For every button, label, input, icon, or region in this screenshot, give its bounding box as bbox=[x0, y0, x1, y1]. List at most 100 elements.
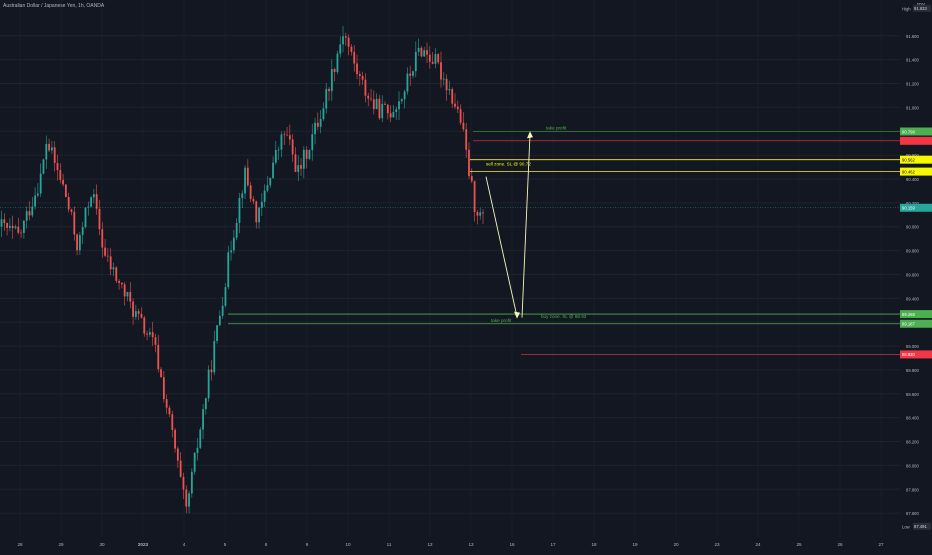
candle-body bbox=[246, 167, 249, 186]
grid bbox=[0, 35, 900, 514]
candle-body bbox=[238, 198, 241, 223]
candle-body bbox=[286, 134, 288, 136]
candle-body bbox=[305, 149, 308, 159]
candle-body bbox=[316, 122, 319, 127]
candle-body bbox=[28, 211, 31, 216]
candle-body bbox=[241, 193, 244, 199]
candle-body bbox=[84, 207, 87, 228]
candle-body bbox=[62, 179, 64, 185]
candle-body bbox=[232, 237, 235, 251]
candle-body bbox=[367, 95, 370, 99]
candle-body bbox=[403, 91, 406, 100]
candle-body bbox=[330, 69, 333, 92]
candle-body bbox=[428, 54, 431, 62]
candle-body bbox=[353, 51, 356, 64]
candle-body bbox=[325, 88, 328, 109]
candle-body bbox=[398, 101, 400, 110]
candle-body bbox=[417, 47, 420, 52]
candle-body bbox=[311, 134, 314, 150]
candle-body bbox=[81, 227, 84, 235]
candle-body bbox=[434, 54, 437, 64]
time-tick-label: 18 bbox=[591, 542, 597, 547]
candle-body bbox=[218, 315, 221, 326]
projection-up-arrowhead bbox=[527, 131, 533, 139]
time-tick-label: 16 bbox=[509, 542, 515, 547]
candle-body bbox=[420, 47, 423, 57]
price-tick-label: 89.600 bbox=[906, 272, 919, 277]
candle-body bbox=[358, 73, 361, 76]
candle-body bbox=[48, 143, 50, 151]
price-tick-label: 88.600 bbox=[906, 392, 919, 397]
candle-body bbox=[216, 325, 218, 342]
candle-body bbox=[31, 206, 34, 216]
price-tick-label: 90.400 bbox=[906, 177, 919, 182]
price-tick-label: 90.600 bbox=[906, 153, 919, 158]
candle-body bbox=[448, 89, 451, 91]
candle-body bbox=[244, 167, 246, 194]
level-box-sell-zone-top bbox=[900, 155, 932, 164]
candle-body bbox=[106, 255, 109, 257]
candle-body bbox=[36, 193, 39, 196]
current-price-label: 90.159 bbox=[902, 206, 915, 211]
candle-body bbox=[50, 147, 53, 151]
candle-body bbox=[104, 247, 106, 256]
candle-body bbox=[269, 177, 272, 186]
candle-body bbox=[73, 211, 76, 235]
high-label: High bbox=[902, 6, 911, 11]
time-tick-label: 27 bbox=[878, 542, 884, 547]
candle-body bbox=[451, 89, 454, 104]
candle-body bbox=[64, 184, 67, 197]
candle-body bbox=[277, 149, 280, 151]
projection-down-arrowhead bbox=[514, 311, 520, 319]
candle-body bbox=[20, 232, 22, 234]
level-text-buy-zone-bottom: take profit bbox=[491, 318, 512, 323]
candle-body bbox=[252, 199, 255, 202]
candle-body bbox=[126, 292, 129, 297]
candlestick-chart[interactable]: take profit sell zone. SL @ 90.72 buy zone… bbox=[0, 0, 900, 537]
candle-body bbox=[78, 234, 81, 251]
candle-body bbox=[199, 429, 202, 448]
candle-body bbox=[224, 287, 227, 306]
time-tick-label: 24 bbox=[755, 542, 761, 547]
candle-body bbox=[361, 75, 364, 80]
candle-body bbox=[370, 98, 372, 100]
candle-body bbox=[431, 61, 434, 64]
levels: take profit sell zone. SL @ 90.72 buy zone… bbox=[0, 126, 900, 355]
candle-body bbox=[344, 36, 347, 38]
candle-body bbox=[392, 112, 395, 118]
candle-body bbox=[25, 211, 28, 221]
candle-body bbox=[456, 106, 459, 110]
price-tick-label: 87.800 bbox=[906, 487, 919, 492]
projection-up-line bbox=[521, 134, 531, 318]
candle-body bbox=[322, 108, 325, 120]
candle-body bbox=[479, 212, 482, 216]
price-tick-label: 91.600 bbox=[906, 34, 919, 39]
time-tick-label: 23 bbox=[714, 542, 720, 547]
candle-body bbox=[372, 99, 375, 110]
candle-body bbox=[314, 122, 316, 135]
time-tick-label: 26 bbox=[837, 542, 843, 547]
time-axis[interactable]: 28 29 30 2023 4 5 6 9 10 11 12 13 16 17 18 19 20 23 24 25 26… bbox=[0, 537, 900, 550]
candle-body bbox=[437, 54, 440, 63]
candle-body bbox=[204, 398, 207, 410]
time-tick-label: 6 bbox=[265, 542, 268, 547]
price-tick-label: 90.000 bbox=[906, 225, 919, 230]
candle-body bbox=[151, 332, 154, 338]
candle-body bbox=[95, 194, 98, 209]
candle-body bbox=[202, 409, 204, 430]
chart-plot-area[interactable]: take profit sell zone. SL @ 90.72 buy zone… bbox=[0, 0, 900, 537]
candle-body bbox=[34, 195, 36, 207]
price-axis[interactable]: 91.60091.40091.20091.00090.80090.60090.4… bbox=[900, 0, 932, 537]
candle-body bbox=[375, 98, 378, 110]
candle-body bbox=[118, 280, 120, 283]
level-box-take-profit-high bbox=[900, 127, 932, 136]
candle-body bbox=[134, 311, 137, 317]
candle-body bbox=[70, 209, 73, 212]
candle-body bbox=[297, 165, 300, 172]
level-label-take-profit-high: 90.798 bbox=[902, 129, 915, 134]
candle-body bbox=[3, 219, 6, 224]
candle-body bbox=[260, 201, 263, 208]
candle-body bbox=[414, 51, 417, 72]
candle-body bbox=[423, 50, 426, 57]
candle-body bbox=[235, 222, 238, 238]
